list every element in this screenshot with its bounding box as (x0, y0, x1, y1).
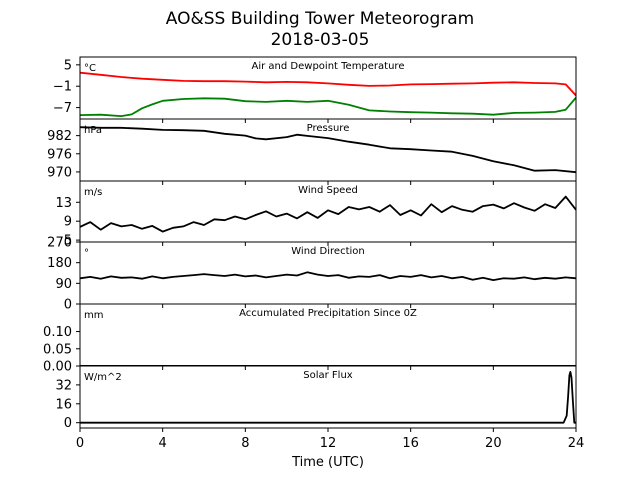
y-tick-label: 0 (64, 416, 72, 431)
series-solar-0 (80, 370, 576, 424)
y-tick-label: 270 (47, 236, 72, 251)
panel-unit: mm (84, 310, 103, 321)
panel-title: Wind Direction (291, 246, 365, 257)
panel-unit: ° (84, 248, 89, 259)
panel-wind_speed: 13 9 5 m/s Wind Speed (55, 180, 577, 249)
y-tick-label: 976 (47, 147, 72, 162)
chart-title: AO&SS Building Tower Meteorogram (166, 9, 474, 29)
panel-title: Air and Dewpoint Temperature (252, 61, 405, 72)
x-axis-label: Time (UTC) (291, 455, 364, 470)
y-tick-label: −1 (53, 80, 72, 95)
panel-temp: 5 −1 −7 °C Air and Dewpoint Temperature (53, 56, 577, 123)
x-tick-label: 12 (320, 436, 337, 451)
panel-pressure: 982 976 970 hPa Pressure (47, 118, 577, 185)
series-wind_speed-0 (80, 195, 576, 233)
panel-title: Wind Speed (298, 185, 358, 196)
y-tick-label: 5 (64, 58, 72, 73)
panel-title: Solar Flux (303, 370, 353, 381)
panel-unit: hPa (84, 125, 102, 136)
y-tick-label: 0.00 (43, 360, 72, 375)
panel-title: Accumulated Precipitation Since 0Z (239, 308, 417, 319)
y-tick-label: 5 (64, 234, 72, 249)
panels-group: 5 −1 −7 °C Air and Dewpoint Temperature 982 97… (43, 56, 577, 432)
y-tick-label: 90 (55, 277, 72, 292)
y-tick-label: −7 (53, 101, 72, 116)
chart-subtitle: 2018-03-05 (271, 30, 370, 50)
panel-precip: 0.10 0.05 0.00 mm Accumulated Precipitation … (43, 303, 577, 375)
panel-title: Pressure (307, 123, 350, 134)
series-pressure-0 (80, 126, 576, 174)
y-tick-label: 16 (55, 397, 72, 412)
x-tick-label: 24 (568, 436, 585, 451)
y-tick-label: 13 (55, 196, 72, 211)
y-tick-label: 32 (55, 378, 72, 393)
y-tick-label: 970 (47, 165, 72, 180)
panel-wind_dir: 270 180 90 0 ° Wind Direction (47, 236, 577, 313)
panel-unit: °C (84, 63, 96, 74)
y-tick-label: 9 (64, 215, 72, 230)
x-axis: 0 4 8 12 16 20 24 (76, 436, 584, 451)
x-tick-label: 20 (485, 436, 502, 451)
y-tick-label: 0.10 (43, 325, 72, 340)
x-tick-label: 4 (159, 436, 167, 451)
y-tick-label: 0.05 (43, 342, 72, 357)
x-tick-label: 16 (402, 436, 419, 451)
panel-solar: 32 16 0 W/m^2 Solar Flux (55, 365, 577, 432)
x-tick-label: 0 (76, 436, 84, 451)
series-temp-1 (80, 97, 576, 117)
series-temp-0 (80, 71, 576, 97)
panel-unit: W/m^2 (84, 372, 122, 383)
panel-unit: m/s (84, 187, 102, 198)
y-tick-label: 982 (47, 129, 72, 144)
y-tick-label: 0 (64, 298, 72, 313)
y-tick-label: 180 (47, 256, 72, 271)
series-wind_dir-0 (80, 271, 576, 282)
x-tick-label: 8 (241, 436, 249, 451)
